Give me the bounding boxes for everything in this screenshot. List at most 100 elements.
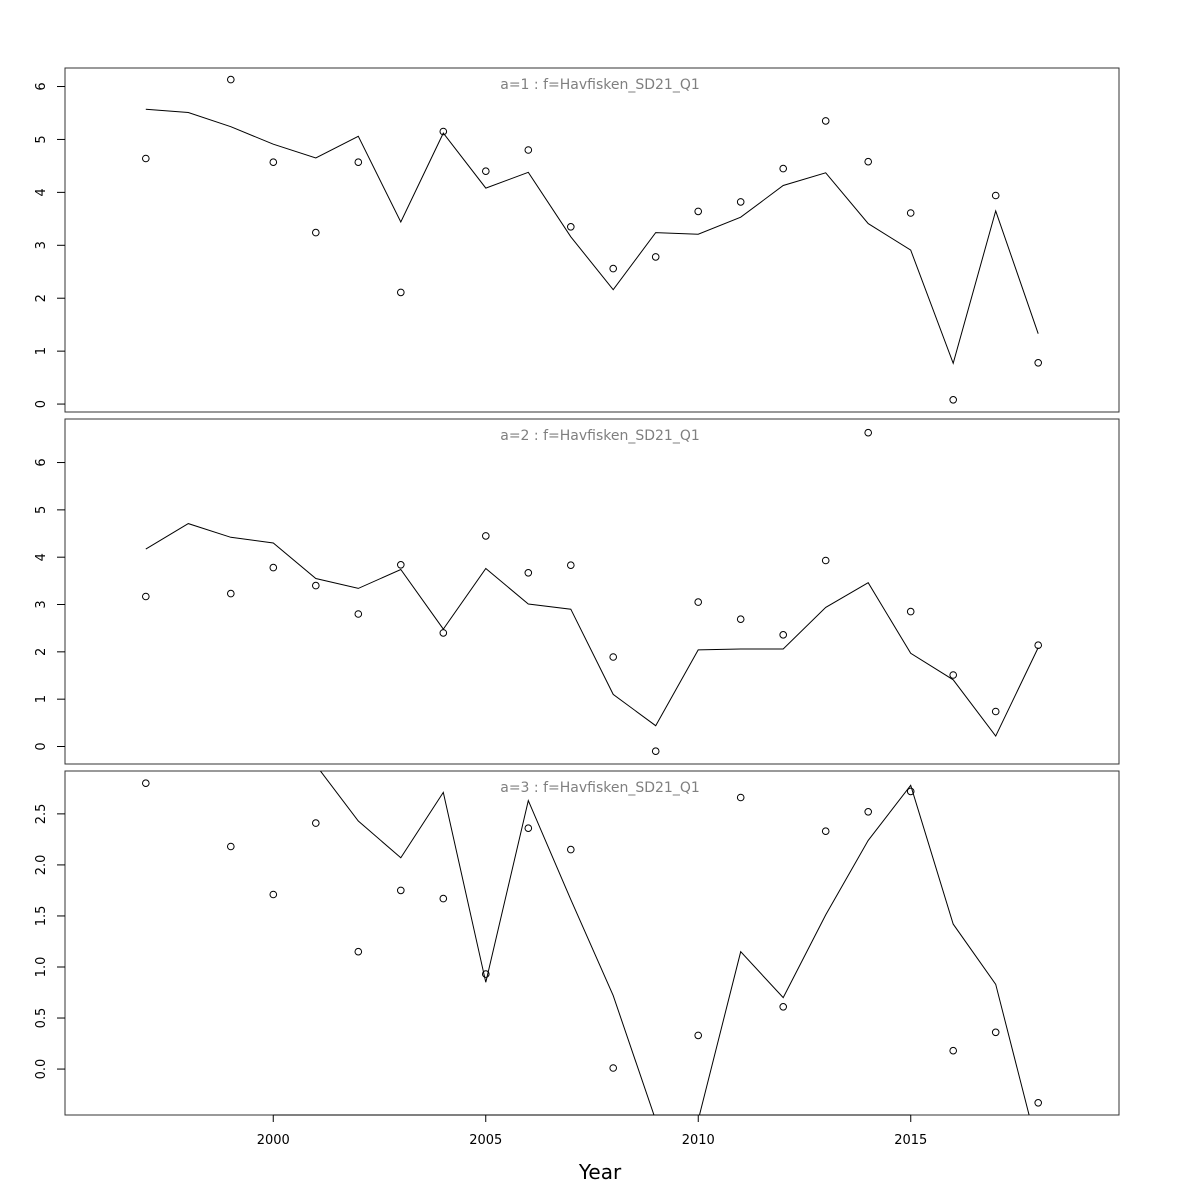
observed-point [949,671,958,679]
observed-point [821,827,830,836]
panel-1-title: a=1 : f=Havfisken_SD21_Q1 [500,77,700,93]
observed-point [312,819,320,827]
observed-point [354,947,363,956]
y-tick-label: 3 [34,241,49,249]
x-axis: 2000 2005 2010 2015 [257,1114,927,1148]
observed-point [524,146,533,154]
fitted-line [145,108,1039,365]
observed-point [227,842,235,851]
observed-point [864,157,873,166]
observed-point [269,158,278,166]
observed-point [567,561,575,570]
panel-2-frame [64,418,1120,765]
observed-point [439,629,448,637]
panel-1: a=1 : f=Havfisken_SD21_Q1 0 1 2 3 4 5 6 [34,67,1120,413]
observed-point [439,127,448,136]
observed-point [142,154,150,163]
fitted-line [145,523,1039,738]
observed-point [864,808,873,816]
y-tick-label: 2 [34,294,49,302]
panel-1-y-axis: 0 1 2 3 4 5 6 [34,82,65,408]
observed-point [397,288,405,297]
observed-point [736,198,745,206]
y-tick-label: 2.0 [34,855,49,876]
observed-point [609,653,618,661]
panel-1-frame [64,67,1120,413]
observed-point [482,167,490,175]
y-tick-label: 6 [34,82,49,90]
observed-point [609,264,618,273]
y-tick-label: 0.0 [34,1059,49,1080]
observed-point [1034,1099,1042,1107]
observed-point [864,428,873,437]
observed-point [694,1031,703,1040]
observed-point [991,707,1000,716]
observed-point [567,223,575,231]
y-tick-label: 0 [34,400,49,408]
observed-point [269,563,278,572]
y-tick-label: 0.5 [34,1008,49,1029]
observed-point [354,158,363,166]
y-tick-label: 4 [34,553,49,561]
observed-point [524,824,533,833]
observed-point [312,581,320,590]
y-tick-label: 3 [34,600,49,608]
panel-3-plot-area [142,771,1042,1115]
observed-point [779,631,788,639]
observed-point [227,75,235,84]
x-tick-label: 2005 [469,1133,502,1148]
observed-point [227,589,235,598]
observed-point [142,592,150,601]
observed-point [609,1064,618,1072]
observed-point [651,747,660,756]
panel-2: a=2 : f=Havfisken_SD21_Q1 0 1 2 3 4 5 6 [34,418,1120,765]
y-tick-label: 1.5 [34,906,49,927]
panel-2-y-axis: 0 1 2 3 4 5 6 [34,458,65,751]
panel-2-plot-area [142,428,1042,756]
observed-point [482,970,490,978]
panel-3: a=3 : f=Havfisken_SD21_Q1 0.0 0.5 1.0 1.5 2.… [34,770,1120,1116]
observed-point [142,779,150,788]
y-tick-label: 0 [34,742,49,750]
observed-point [779,164,788,173]
y-tick-label: 2.5 [34,804,49,825]
observed-point [312,228,320,237]
observed-point [524,569,533,577]
observed-point [906,607,915,616]
panel-2-title: a=2 : f=Havfisken_SD21_Q1 [500,428,700,444]
y-tick-label: 2 [34,648,49,656]
observed-point [736,793,745,802]
x-tick-label: 2000 [257,1133,290,1148]
observed-point [906,787,915,796]
observed-point [949,1046,958,1055]
observed-point [694,207,703,216]
observed-point [397,561,405,569]
y-tick-label: 1 [34,347,49,355]
observed-point [482,532,490,540]
panel-3-y-axis: 0.0 0.5 1.0 1.5 2.0 2.5 [34,804,65,1080]
observed-point [354,610,363,618]
observed-point [269,890,278,899]
panel-1-plot-area [142,75,1042,404]
panel-3-title: a=3 : f=Havfisken_SD21_Q1 [500,780,700,796]
panel-3-frame [64,770,1120,1116]
y-tick-label: 1 [34,695,49,703]
y-tick-label: 5 [34,135,49,143]
observed-point [779,1003,788,1011]
observed-point [651,253,660,261]
y-tick-label: 4 [34,188,49,196]
observed-point [821,117,830,125]
observed-point [567,845,575,854]
observed-point [439,894,448,903]
observed-point [1034,359,1042,367]
x-axis-label: Year [578,1160,622,1184]
observed-point [991,1028,1000,1037]
observed-point [397,886,405,895]
observed-point [736,615,745,624]
x-tick-label: 2015 [894,1133,927,1148]
observed-point [949,396,958,404]
observed-point [694,598,703,606]
observed-point [1034,641,1042,650]
fitted-line [319,771,1030,1115]
